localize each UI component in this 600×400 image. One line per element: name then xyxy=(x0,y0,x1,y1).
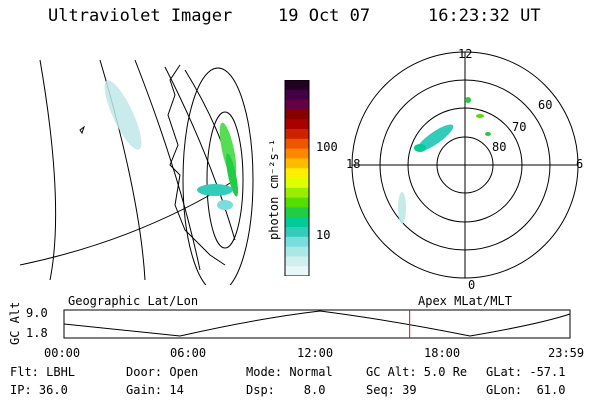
time-label: 16:23:32 UT xyxy=(428,6,541,26)
mlt-label-6: 6 xyxy=(576,157,584,171)
polar-plot xyxy=(351,51,579,279)
lat-label-70: 70 xyxy=(512,120,527,134)
xtick-06: 06:00 xyxy=(170,346,207,360)
colorbar xyxy=(284,80,310,276)
aurora-emission xyxy=(104,80,239,210)
info-mode: Mode: Normal xyxy=(246,365,333,379)
timeline-left-title: Geographic Lat/Lon xyxy=(68,294,199,308)
instrument-title: Ultraviolet Imager xyxy=(48,6,233,26)
colorbar-segment xyxy=(285,227,309,238)
limb-ellipse xyxy=(182,67,254,285)
aurora-emission xyxy=(398,97,491,224)
colorbar-segment xyxy=(285,148,309,159)
xtick-12: 12:00 xyxy=(297,346,334,360)
info-glon: GLon: 61.0 xyxy=(486,383,566,397)
colorbar-segment xyxy=(285,129,309,140)
colorbar-segment xyxy=(285,246,309,257)
lat-label-60: 60 xyxy=(538,98,553,112)
mlt-label-12: 12 xyxy=(458,47,473,61)
info-gain: Gain: 14 xyxy=(126,383,184,397)
info-glat: GLat: -57.1 xyxy=(486,365,566,379)
ytick-9: 9.0 xyxy=(26,306,48,320)
mlt-label-0: 0 xyxy=(468,278,476,292)
limb-ellipse xyxy=(206,111,244,249)
colorbar-segment xyxy=(285,256,309,267)
colorbar-segment xyxy=(285,80,309,91)
mlt-label-18: 18 xyxy=(346,157,361,171)
colorbar-segment xyxy=(285,217,309,228)
info-flt: Flt: LBHL xyxy=(10,365,76,379)
meridian-line xyxy=(134,59,201,271)
colorbar-segment xyxy=(285,168,309,179)
colorbar-segment xyxy=(285,266,309,276)
ytick-1-8: 1.8 xyxy=(26,326,48,340)
meridian-line xyxy=(164,66,236,241)
colorbar-segment xyxy=(285,99,309,110)
coastline xyxy=(167,64,226,266)
info-dsp: Dsp: 8.0 xyxy=(246,383,326,397)
colorbar-tick-100: 100 xyxy=(316,140,338,154)
info-seq: Seq: 39 xyxy=(366,383,417,397)
xtick-18: 18:00 xyxy=(424,346,461,360)
island-shape xyxy=(79,125,85,135)
timeline-right-title: Apex MLat/MLT xyxy=(418,294,512,308)
colorbar-segment xyxy=(285,158,309,169)
colorbar-segment xyxy=(285,119,309,130)
xtick-00: 00:00 xyxy=(44,346,81,360)
altitude-timeline xyxy=(63,309,571,339)
meridian-line xyxy=(39,59,57,281)
colorbar-segment xyxy=(285,207,309,218)
colorbar-segment xyxy=(285,236,309,248)
info-door: Door: Open xyxy=(126,365,199,379)
colorbar-gradient xyxy=(285,80,309,276)
colorbar-segment xyxy=(285,109,309,120)
info-ip: IP: 36.0 xyxy=(10,383,68,397)
timeline-frame xyxy=(63,309,571,339)
geographic-map xyxy=(20,59,254,285)
altitude-curve xyxy=(63,310,571,337)
colorbar-label: photon cm⁻²s⁻¹ xyxy=(267,138,281,240)
timeline-ylabel: GC Alt xyxy=(8,301,22,345)
lat-label-80: 80 xyxy=(492,140,507,154)
colorbar-segment xyxy=(285,187,309,199)
info-gc-alt: GC Alt: 5.0 Re xyxy=(366,365,468,379)
xtick-2359: 23:59 xyxy=(548,346,585,360)
colorbar-segment xyxy=(285,178,309,189)
colorbar-segment xyxy=(285,89,309,101)
date-label: 19 Oct 07 xyxy=(278,6,371,26)
colorbar-segment xyxy=(285,197,309,208)
colorbar-tick-10: 10 xyxy=(316,228,331,242)
colorbar-segment xyxy=(285,138,309,150)
